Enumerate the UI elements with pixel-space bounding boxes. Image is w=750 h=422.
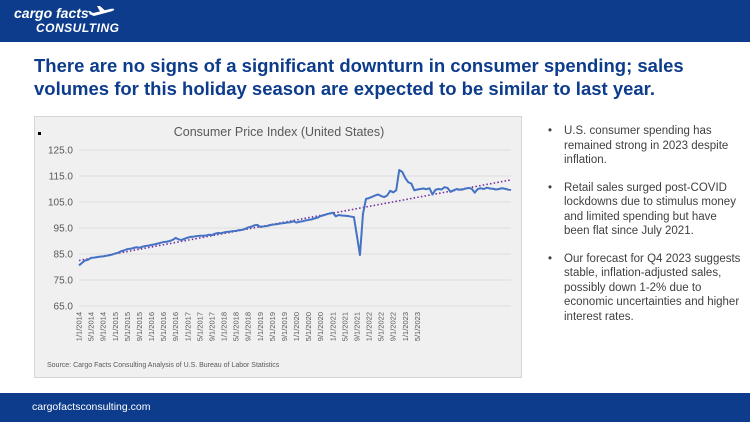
slide-headline: There are no signs of a significant down… — [34, 55, 684, 99]
y-tick-label: 105.0 — [48, 198, 73, 209]
y-tick-label: 115.0 — [49, 172, 74, 183]
bullet-item: • Retail sales surged post-COVID lockdown… — [548, 181, 744, 239]
x-tick-label: 9/1/2015 — [135, 312, 144, 341]
x-tick-label: 1/1/2020 — [292, 312, 301, 341]
x-tick-label: 9/1/2022 — [389, 312, 398, 341]
bullet-text: Retail sales surged post-COVID lockdowns… — [564, 181, 736, 238]
x-tick-label: 1/1/2022 — [365, 312, 374, 341]
x-tick-label: 1/1/2015 — [111, 312, 120, 341]
x-tick-label: 1/1/2016 — [147, 312, 156, 341]
logo-text-line1: cargo facts — [14, 5, 89, 21]
y-tick-label: 65.0 — [54, 302, 74, 313]
x-tick-label: 9/1/2021 — [352, 312, 361, 341]
x-tick-label: 5/1/2016 — [159, 312, 168, 341]
chart-corner-marker — [38, 132, 41, 135]
x-tick-label: 5/1/2023 — [413, 312, 422, 341]
bullet-icon: • — [548, 252, 553, 265]
company-logo[interactable]: cargo facts CONSULTING — [8, 3, 120, 39]
x-tick-label: 5/1/2019 — [268, 312, 277, 341]
x-tick-label: 1/1/2014 — [75, 312, 84, 341]
y-tick-label: 95.0 — [54, 224, 74, 235]
logo-text-line2: CONSULTING — [36, 21, 120, 35]
bullet-text: U.S. consumer spending has remained stro… — [564, 125, 729, 166]
trend-line — [78, 179, 512, 262]
x-tick-label: 1/1/2018 — [220, 312, 229, 341]
footer-website-link[interactable]: cargofactsconsulting.com — [32, 401, 151, 413]
x-tick-label: 5/1/2015 — [123, 312, 132, 341]
x-tick-label: 9/1/2014 — [99, 312, 108, 341]
y-tick-label: 125.0 — [48, 146, 73, 157]
bullet-list: • U.S. consumer spending has remained str… — [548, 124, 744, 337]
x-tick-label: 5/1/2018 — [232, 312, 241, 341]
x-tick-label: 9/1/2016 — [171, 312, 180, 341]
x-tick-label: 1/1/2023 — [401, 312, 410, 341]
chart-source-note: Source: Cargo Facts Consulting Analysis … — [47, 362, 280, 369]
y-tick-label: 75.0 — [54, 276, 74, 287]
footer-bar: cargofactsconsulting.com — [0, 393, 750, 422]
x-tick-label: 5/1/2017 — [195, 312, 204, 341]
cpi-series-line — [78, 169, 512, 267]
bullet-icon: • — [548, 181, 553, 194]
airplane-icon — [88, 6, 115, 16]
x-tick-label: 9/1/2019 — [280, 312, 289, 341]
x-tick-label: 5/1/2021 — [340, 312, 349, 341]
x-tick-label: 1/1/2021 — [328, 312, 337, 341]
header-bar: cargo facts CONSULTING — [0, 0, 750, 42]
bullet-item: • U.S. consumer spending has remained str… — [548, 124, 744, 168]
x-tick-label: 1/1/2019 — [256, 312, 265, 341]
x-tick-label: 9/1/2018 — [244, 312, 253, 341]
y-tick-label: 85.0 — [54, 250, 74, 261]
x-tick-label: 9/1/2017 — [207, 312, 216, 341]
x-tick-label: 9/1/2020 — [316, 312, 325, 341]
bullet-icon: • — [548, 125, 553, 137]
cpi-chart: 125.0 115.0 105.0 95.0 85.0 75.0 65.0 1/1/2014 5… — [34, 116, 522, 378]
bullet-item: • Our forecast for Q4 2023 suggests stabl… — [548, 252, 744, 325]
bullet-text: Our forecast for Q4 2023 suggests stable… — [564, 252, 741, 323]
x-tick-label: 5/1/2020 — [304, 312, 313, 341]
x-tick-label: 5/1/2022 — [377, 312, 386, 341]
x-tick-label: 1/1/2017 — [183, 312, 192, 341]
chart-title: Consumer Price Index (United States) — [173, 125, 385, 139]
x-tick-label: 5/1/2014 — [87, 312, 96, 341]
